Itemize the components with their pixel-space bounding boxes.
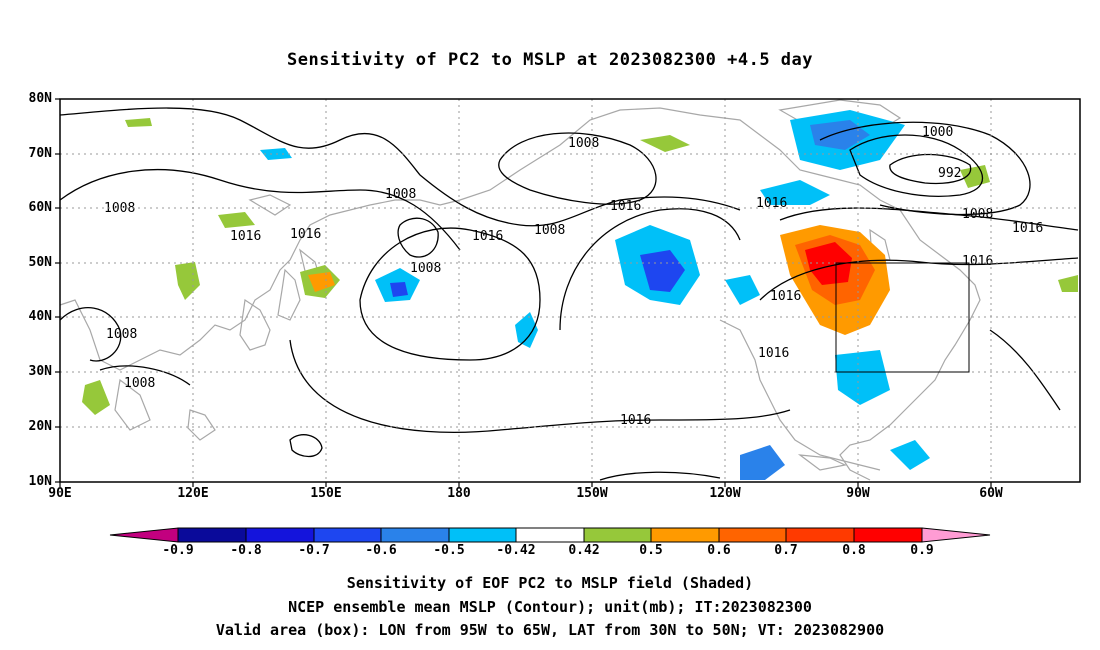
- map-title: Sensitivity of PC2 to MSLP at 2023082300…: [286, 50, 813, 70]
- lon-label: 60W: [979, 486, 1003, 501]
- colorbar-label: 0.7: [774, 543, 798, 558]
- contour-label: 1016: [1012, 221, 1043, 236]
- sensitivity-shading: [82, 110, 1078, 480]
- contour-label: 1008: [104, 201, 135, 216]
- contour-label: 1016: [962, 254, 993, 269]
- mslp-contours: [59, 107, 1079, 481]
- colorbar-swatch: [853, 527, 923, 543]
- colorbar-swatch: [921, 527, 991, 543]
- colorbar-label: 0.5: [639, 543, 663, 558]
- caption-line-3: Valid area (box): LON from 95W to 65W, L…: [215, 621, 885, 639]
- contour-label: 1008: [410, 261, 441, 276]
- caption-line-2: NCEP ensemble mean MSLP (Contour); unit(…: [288, 598, 812, 616]
- contour-label: 992: [938, 166, 961, 181]
- colorbar-label: -0.5: [433, 543, 465, 558]
- contour-label: 1016: [290, 227, 321, 242]
- colorbar-swatch: [650, 527, 720, 543]
- lon-label: 90W: [846, 486, 870, 501]
- colorbar-label: 0.9: [910, 543, 934, 558]
- contour-label: 1008: [385, 187, 416, 202]
- colorbar-label: -0.9: [162, 543, 194, 558]
- lat-label: 50N: [28, 255, 52, 270]
- colorbar-swatch: [718, 527, 787, 543]
- lon-label: 150W: [576, 486, 608, 501]
- contour-label: 1016: [230, 229, 261, 244]
- map-frame: [59, 98, 1081, 483]
- contour-label: 1016: [472, 229, 503, 244]
- contour-label: 1008: [106, 327, 137, 342]
- lon-label: 120W: [709, 486, 741, 501]
- contour-label: 1016: [758, 346, 789, 361]
- colorbar-swatch: [515, 527, 585, 543]
- colorbar-label: -0.7: [298, 543, 330, 558]
- colorbar-swatch: [245, 527, 315, 543]
- colorbar: [109, 527, 991, 543]
- lon-label: 150E: [310, 486, 342, 501]
- lat-label: 10N: [28, 474, 52, 489]
- axis-ticks: [55, 98, 992, 487]
- colorbar-label: 0.8: [842, 543, 866, 558]
- colorbar-swatch: [448, 527, 517, 543]
- colorbar-swatch: [785, 527, 855, 543]
- contour-label: 1008: [962, 207, 993, 222]
- contour-label: 1008: [568, 136, 599, 151]
- lat-label: 30N: [28, 364, 52, 379]
- lat-label: 60N: [28, 200, 52, 215]
- contour-label: 1016: [620, 413, 651, 428]
- lon-label: 90E: [48, 486, 72, 501]
- colorbar-swatch: [313, 527, 382, 543]
- colorbar-swatch: [583, 527, 652, 543]
- contour-label: 1016: [756, 196, 787, 211]
- colorbar-label: 0.6: [707, 543, 731, 558]
- colorbar-label: -0.6: [365, 543, 397, 558]
- colorbar-label: -0.42: [496, 543, 536, 558]
- colorbar-swatch: [177, 527, 247, 543]
- contour-label: 1016: [610, 199, 641, 214]
- contour-label: 1008: [534, 223, 565, 238]
- lat-label: 70N: [28, 146, 52, 161]
- contour-label: 1016: [770, 289, 801, 304]
- colorbar-swatch: [109, 527, 179, 543]
- lon-label: 180: [447, 486, 471, 501]
- lon-label: 120E: [177, 486, 209, 501]
- contour-labels: 1008 1000 992 1008 1016 1008 1016 1016 1…: [104, 125, 1043, 428]
- colorbar-label: -0.8: [230, 543, 262, 558]
- valid-area-box: [835, 262, 970, 373]
- contour-label: 1000: [922, 125, 953, 140]
- lat-label: 80N: [28, 91, 52, 106]
- colorbar-label: 0.42: [568, 543, 600, 558]
- contour-label: 1008: [124, 376, 155, 391]
- colorbar-swatch: [380, 527, 450, 543]
- caption-line-1: Sensitivity of EOF PC2 to MSLP field (Sh…: [346, 574, 754, 592]
- gridlines: [60, 99, 1080, 482]
- lat-label: 20N: [28, 419, 52, 434]
- lat-label: 40N: [28, 309, 52, 324]
